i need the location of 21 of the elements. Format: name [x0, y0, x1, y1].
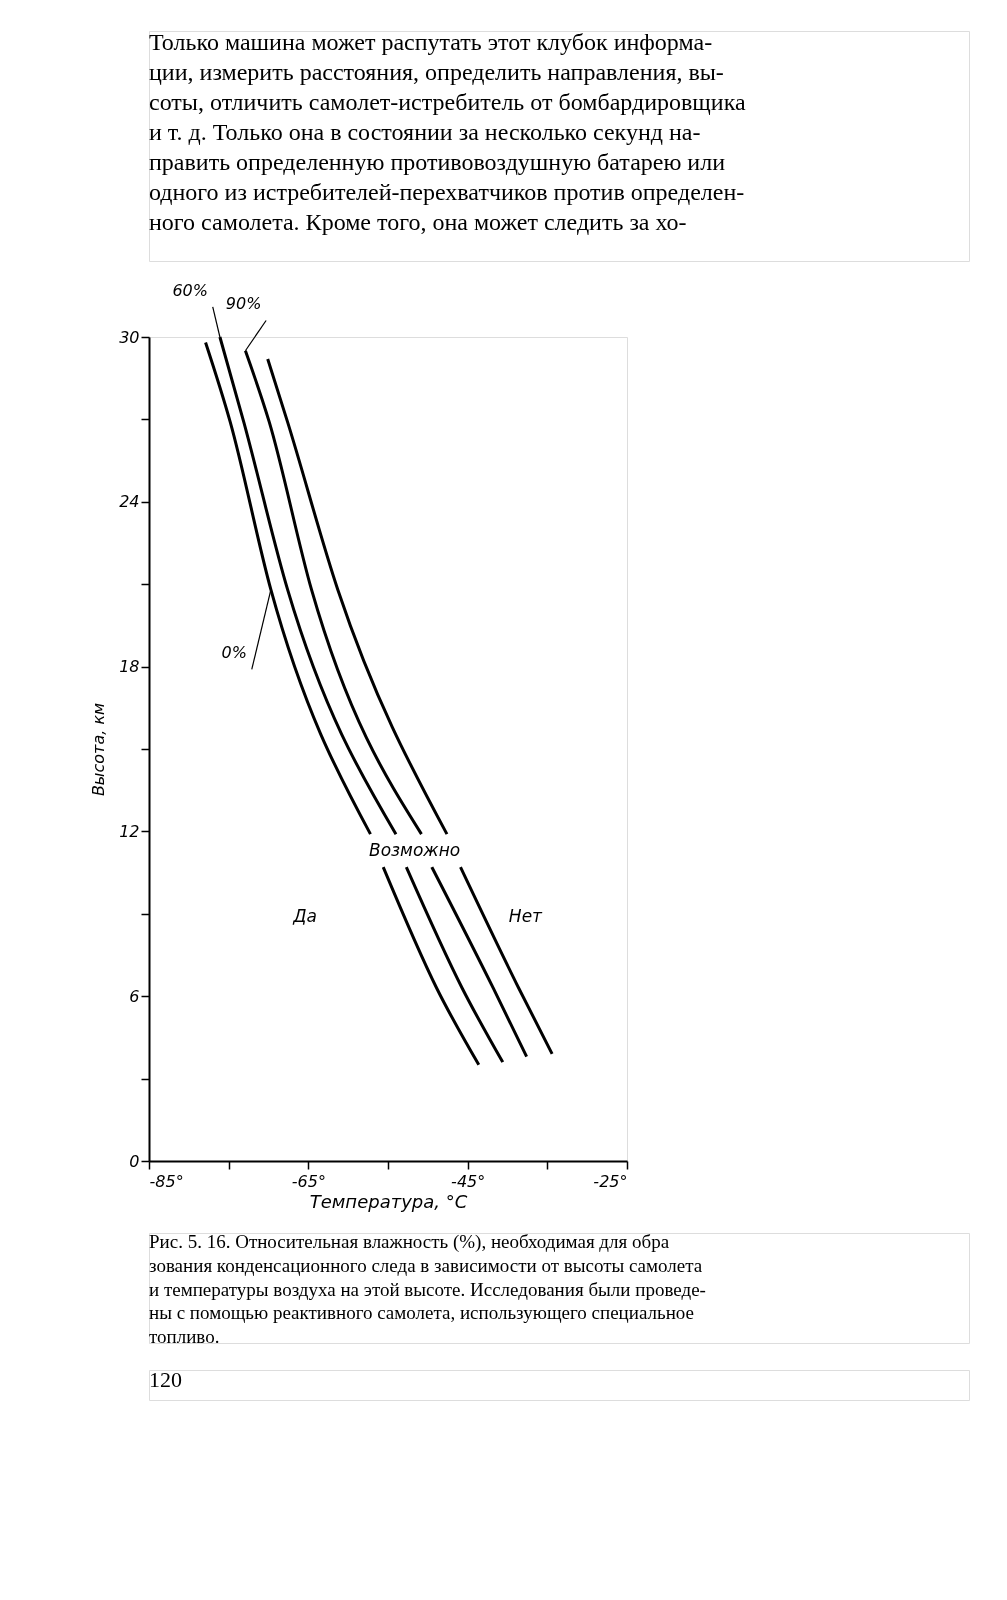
x-tick-label: -25°	[593, 1171, 628, 1191]
x-axis-title: Температура, °C	[309, 1190, 468, 1212]
text: Только машина может распутать этот клубок информа- ции, измерить расстояния, определить направления, вы- соты, отличить самолет-истребитель от бомбардировщика и т. д. Только она в состоянии за несколько секунд на- править определенную противовоздушную батарею или одного из истребителей-перехватчиков против определен- ного самолета. Кроме того, она может следить за хо-	[149, 29, 746, 235]
x-tick-label: -45°	[451, 1171, 486, 1191]
y-tick-label: 30	[119, 327, 140, 347]
y-axis-title: Высота, км	[89, 702, 109, 797]
y-tick-label: 12	[119, 821, 140, 841]
y-tick-label: 18	[119, 657, 140, 677]
text: 60%	[172, 280, 208, 300]
y-tick-label: 0	[129, 1151, 140, 1171]
text: 0%	[221, 643, 247, 663]
text: Рис. 5. 16. Относительная влажность (%), необходимая для обра зования конденсационного следа в зависимости от высоты самолета и температуры воздуха на этой высоте. Исследования были проведе- ны с помощью реактивного самолета, использующего специальное топливо.	[149, 1231, 706, 1347]
text: 90%	[225, 294, 262, 314]
x-tick-label: -65°	[291, 1171, 326, 1191]
annotation: Возможно	[369, 839, 461, 860]
y-tick-label: 6	[129, 986, 140, 1006]
y-tick-label: 24	[119, 492, 140, 512]
annotation: Нет	[508, 905, 544, 926]
x-tick-label: -85°	[149, 1171, 184, 1191]
text: 120	[149, 1367, 182, 1392]
annotation: Да	[292, 905, 317, 926]
